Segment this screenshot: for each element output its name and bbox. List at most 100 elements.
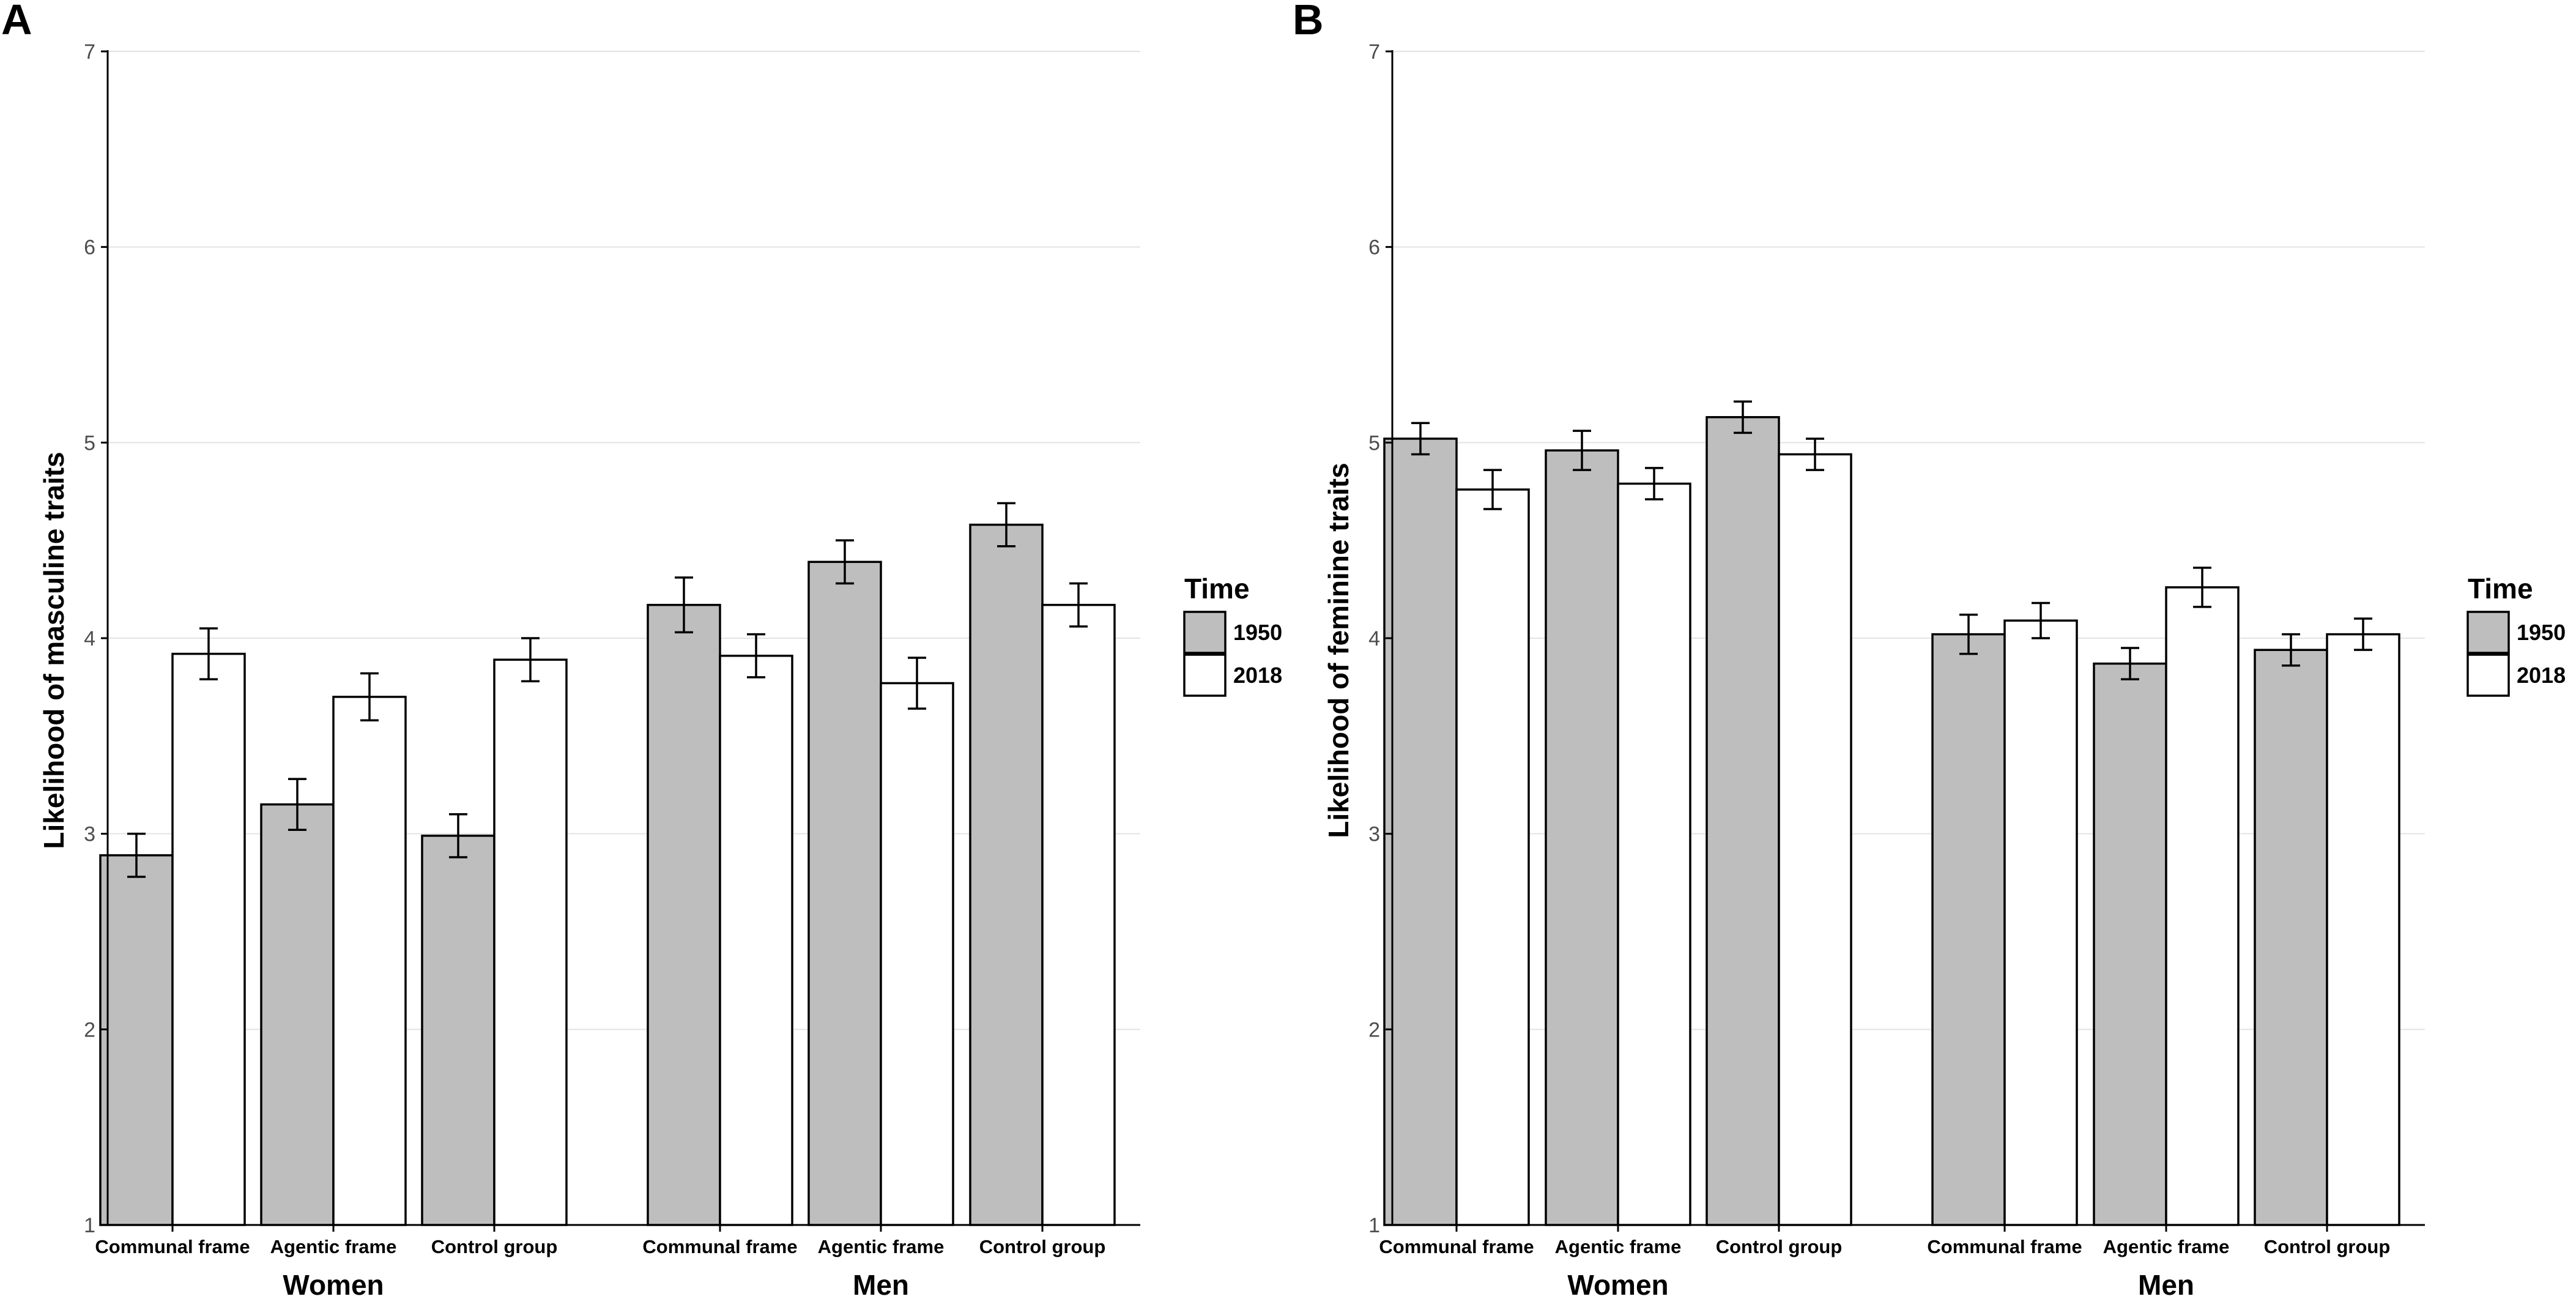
bar-women-agentic-frame-1950 [260, 803, 335, 1226]
error-bar-men-control-group-2018 [1069, 582, 1088, 628]
legend: Time 1950 2018 [1183, 573, 1282, 697]
legend-label-2018: 2018 [2517, 663, 2566, 688]
x-tick-label-women-1: Agentic frame [1555, 1236, 1682, 1257]
legend-swatch-2018 [1183, 653, 1227, 697]
error-bar-men-agentic-frame-2018 [2193, 567, 2211, 608]
error-bar-men-agentic-frame-2018 [908, 657, 926, 710]
y-tick-label-7: 7 [84, 40, 95, 64]
bar-women-communal-frame-1950 [99, 854, 174, 1226]
y-tick-label-7: 7 [1368, 40, 1380, 64]
error-bar-men-control-group-1950 [997, 502, 1015, 548]
y-tick-label-2: 2 [1368, 1018, 1380, 1041]
bar-women-control-group-2018 [493, 658, 568, 1226]
legend: Time 1950 2018 [2467, 573, 2566, 697]
bar-men-communal-frame-1950 [647, 603, 721, 1226]
bar-women-agentic-frame-1950 [1545, 449, 1619, 1226]
legend-title: Time [1184, 573, 1250, 605]
legend-item-2018: 2018 [1183, 653, 1282, 697]
x-tick-label-women-2: Control group [1716, 1236, 1843, 1257]
bar-women-control-group-2018 [1778, 453, 1852, 1226]
y-tick-label-6: 6 [84, 236, 95, 259]
y-tick-label-1: 1 [84, 1214, 95, 1237]
group-label-men: Men [853, 1269, 909, 1299]
group-label-women: Women [1567, 1269, 1668, 1299]
bar-men-communal-frame-1950 [1931, 633, 2006, 1226]
y-axis-title: Likelihood of masculine traits [38, 452, 70, 849]
legend-label-2018: 2018 [1233, 663, 1282, 688]
group-label-men: Men [2138, 1269, 2194, 1299]
error-bar-women-control-group-1950 [449, 813, 467, 858]
error-bar-women-communal-frame-1950 [1411, 422, 1430, 456]
legend-swatch-1950 [1183, 611, 1227, 654]
x-tick-label-men-0: Communal frame [642, 1236, 797, 1257]
error-bar-men-communal-frame-2018 [747, 633, 765, 679]
bar-men-communal-frame-2018 [2003, 619, 2078, 1226]
x-tick-label-men-1: Agentic frame [2103, 1236, 2230, 1257]
error-bar-women-communal-frame-1950 [127, 832, 146, 878]
legend-item-1950: 1950 [1183, 611, 1282, 654]
error-bar-men-agentic-frame-1950 [836, 539, 854, 585]
error-bar-men-communal-frame-2018 [2032, 601, 2050, 639]
error-bar-women-control-group-2018 [521, 637, 540, 683]
x-tick-label-men-1: Agentic frame [818, 1236, 945, 1257]
x-tick-label-men-2: Control group [979, 1236, 1106, 1257]
group-label-women: Women [283, 1269, 384, 1299]
panel-letter: B [1293, 0, 1324, 43]
bar-men-control-group-1950 [969, 523, 1044, 1226]
bar-men-agentic-frame-1950 [807, 560, 882, 1226]
panel-b: 1 2 3 4 5 6 7 Communal frame Agentic frame Contro… [1293, 0, 2566, 1299]
bar-men-control-group-2018 [2326, 633, 2400, 1226]
y-tick-label-5: 5 [1368, 431, 1380, 455]
error-bar-men-communal-frame-1950 [1959, 613, 1978, 655]
y-tick-label-6: 6 [1368, 236, 1380, 259]
error-bar-men-agentic-frame-1950 [2121, 647, 2139, 680]
y-tick-label-4: 4 [1368, 627, 1380, 650]
bar-men-agentic-frame-2018 [880, 682, 954, 1226]
bar-women-agentic-frame-2018 [332, 696, 407, 1226]
x-tick-label-women-1: Agentic frame [270, 1236, 397, 1257]
legend-swatch-2018 [2467, 653, 2510, 697]
x-tick-label-men-0: Communal frame [1927, 1236, 2082, 1257]
error-bar-women-communal-frame-2018 [199, 627, 218, 680]
bar-women-agentic-frame-2018 [1617, 482, 1691, 1226]
error-bar-women-agentic-frame-1950 [288, 778, 306, 832]
y-tick-label-1: 1 [1368, 1214, 1380, 1237]
x-tick-label-women-0: Communal frame [95, 1236, 250, 1257]
error-bar-men-communal-frame-1950 [675, 576, 693, 634]
x-tick-label-women-0: Communal frame [1379, 1236, 1534, 1257]
bar-women-control-group-1950 [1706, 416, 1780, 1226]
bar-men-control-group-2018 [1041, 603, 1116, 1226]
y-tick-label-5: 5 [84, 431, 95, 455]
x-tick-label-men-2: Control group [2264, 1236, 2391, 1257]
y-tick-label-3: 3 [84, 823, 95, 846]
error-bar-women-agentic-frame-1950 [1573, 430, 1591, 471]
y-axis-title: Likelihood of feminine traits [1323, 463, 1354, 838]
legend-item-2018: 2018 [2467, 653, 2566, 697]
error-bar-women-control-group-1950 [1734, 400, 1752, 434]
bar-women-communal-frame-2018 [171, 652, 246, 1226]
bar-men-agentic-frame-2018 [2165, 586, 2240, 1226]
error-bar-women-agentic-frame-2018 [360, 672, 379, 722]
bar-men-agentic-frame-1950 [2093, 662, 2167, 1226]
legend-label-1950: 1950 [1233, 620, 1282, 645]
error-bar-men-control-group-1950 [2282, 633, 2300, 667]
bar-women-control-group-1950 [421, 835, 496, 1226]
bar-women-communal-frame-1950 [1383, 437, 1458, 1226]
legend-title: Time [2468, 573, 2533, 605]
error-bar-women-control-group-2018 [1806, 437, 1824, 471]
y-tick-label-2: 2 [84, 1018, 95, 1041]
legend-item-1950: 1950 [2467, 611, 2566, 654]
error-bar-women-communal-frame-2018 [1483, 469, 1502, 510]
bar-men-communal-frame-2018 [719, 655, 793, 1226]
y-tick-label-4: 4 [84, 627, 95, 650]
legend-swatch-1950 [2467, 611, 2510, 654]
bar-men-control-group-1950 [2254, 649, 2328, 1226]
error-bar-women-agentic-frame-2018 [1645, 467, 1663, 501]
y-tick-label-3: 3 [1368, 823, 1380, 846]
legend-label-1950: 1950 [2517, 620, 2566, 645]
panel-a: 1 2 3 4 5 6 7 Communal frame Agentic frame Contro… [1, 0, 1282, 1299]
bar-women-communal-frame-2018 [1455, 488, 1530, 1226]
error-bar-men-control-group-2018 [2354, 617, 2372, 651]
x-tick-label-women-2: Control group [431, 1236, 558, 1257]
